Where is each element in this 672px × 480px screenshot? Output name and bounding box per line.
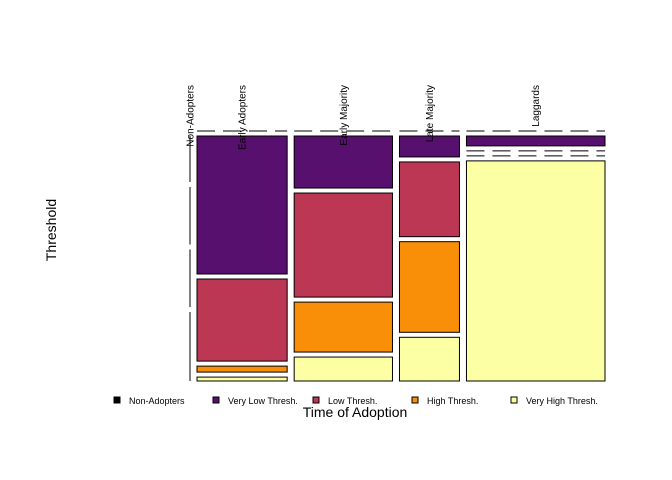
legend-swatch (113, 396, 121, 404)
cell (196, 135, 288, 275)
legend-swatch (212, 396, 220, 404)
legend-label: Very High Thresh. (526, 396, 598, 406)
cell (293, 135, 393, 189)
column-label: Early Adopters (238, 85, 249, 150)
legend-label: High Thresh. (427, 396, 478, 406)
legend-swatch (510, 396, 518, 404)
cell (465, 135, 606, 147)
legend-swatch (312, 396, 320, 404)
cell (196, 365, 288, 373)
column-label: Laggards (531, 85, 542, 127)
legend-label: Low Thresh. (328, 396, 377, 406)
legend-swatch (411, 396, 419, 404)
x-axis-label: Time of Adoption (303, 404, 408, 420)
column-label: Non-Adopters (186, 85, 197, 147)
cell (293, 301, 393, 353)
cell (398, 135, 460, 158)
cell (196, 278, 288, 362)
legend-label: Very Low Thresh. (228, 396, 298, 406)
column-label: Late Majority (425, 85, 436, 142)
cell (398, 161, 460, 238)
cell (196, 376, 288, 382)
cell (398, 241, 460, 333)
cell (293, 356, 393, 382)
cell (465, 160, 606, 382)
y-axis-label: Threshold (43, 199, 59, 261)
cell (398, 336, 460, 382)
cell (293, 192, 393, 298)
column-label: Early Majority (339, 85, 350, 146)
legend-label: Non-Adopters (129, 396, 185, 406)
